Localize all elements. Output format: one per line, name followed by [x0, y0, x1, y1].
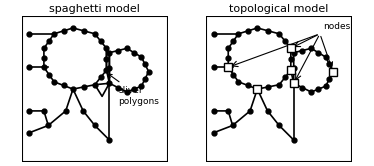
Bar	[253, 85, 261, 93]
Bar	[290, 79, 298, 87]
Bar	[287, 66, 295, 74]
Bar	[287, 44, 295, 52]
Text: nodes: nodes	[323, 22, 350, 31]
Title: spaghetti model: spaghetti model	[49, 4, 140, 14]
Bar	[329, 68, 337, 76]
Bar	[224, 63, 232, 71]
Title: topological model: topological model	[230, 4, 329, 14]
Text: sliver
polygons: sliver polygons	[108, 74, 159, 106]
